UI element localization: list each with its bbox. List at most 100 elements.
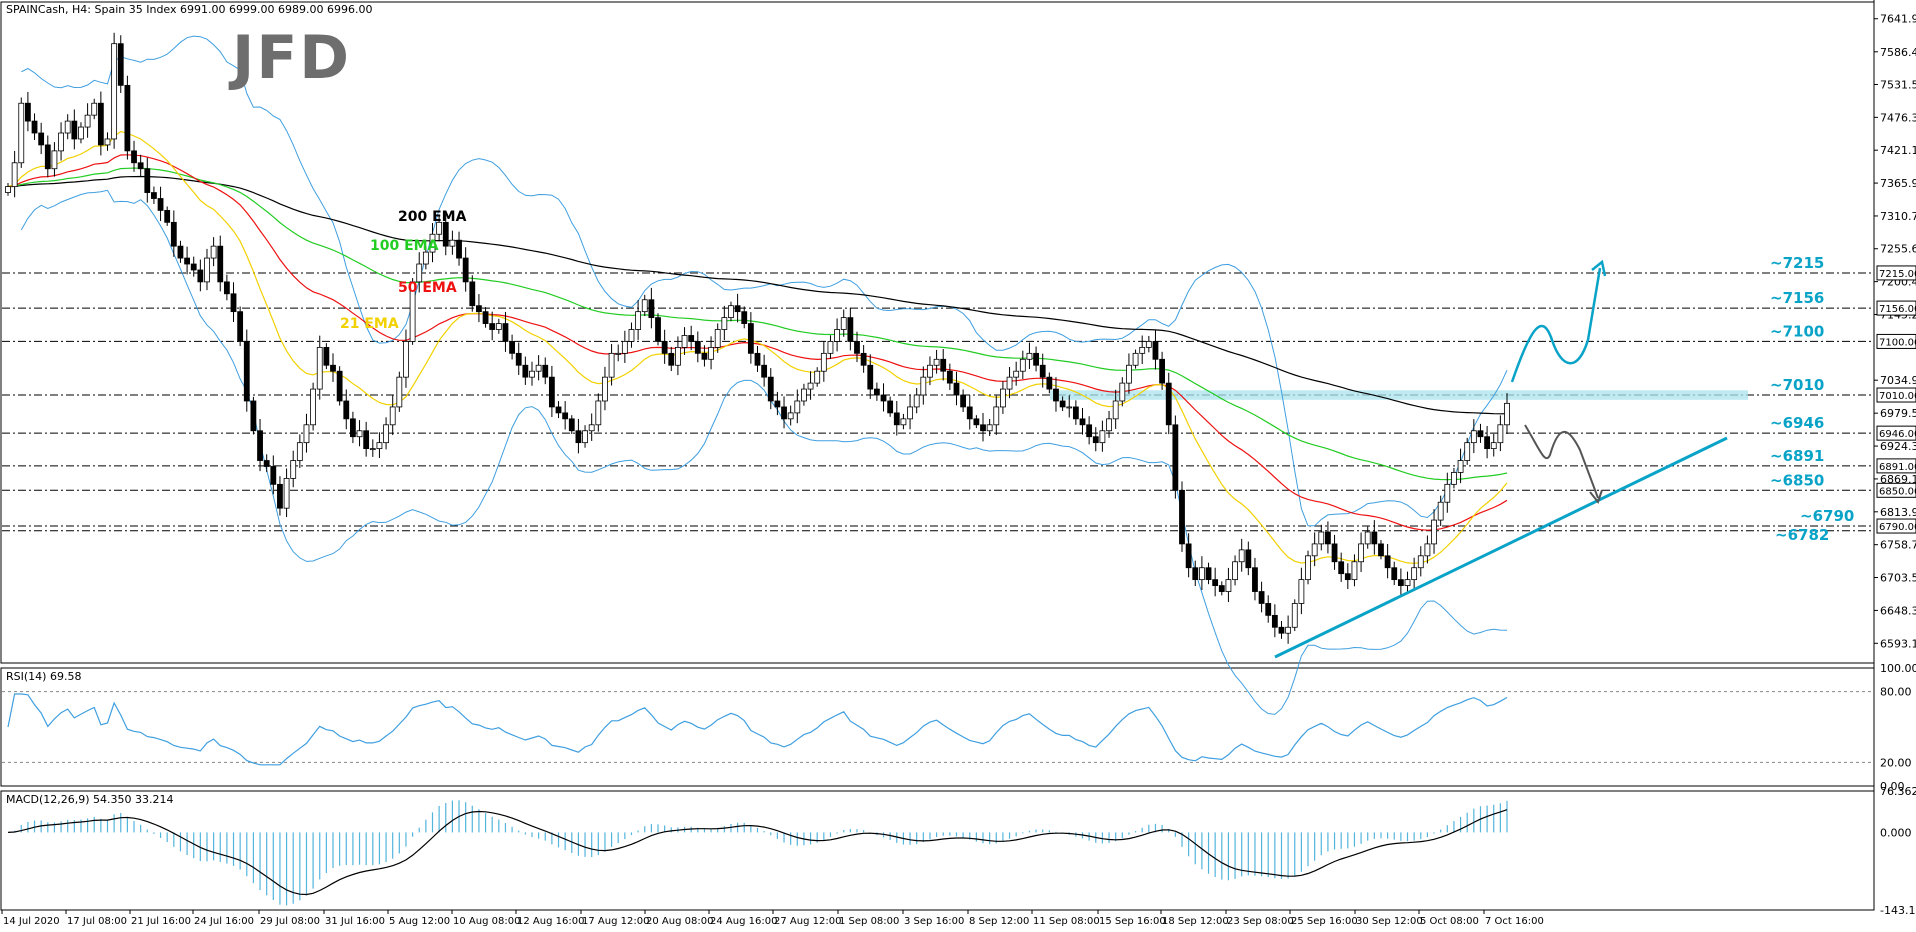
candle	[170, 221, 177, 247]
candle	[1477, 430, 1484, 438]
candle	[847, 317, 854, 342]
candle	[323, 346, 330, 366]
price-tick-label: 7034.90	[1880, 374, 1916, 387]
candle	[1132, 352, 1139, 366]
candle	[1205, 567, 1212, 581]
date-tick-label: 11 Sep 08:00	[1033, 916, 1100, 927]
date-tick-label: 7 Oct 16:00	[1485, 916, 1544, 927]
candle	[1504, 402, 1510, 426]
ema-100-line	[7, 167, 1508, 481]
candle	[655, 317, 661, 342]
date-tick-label: 14 Jul 2020	[3, 916, 60, 927]
candle	[1431, 519, 1437, 545]
macd-tick-label: -143.168	[1880, 904, 1916, 917]
price-tick-label: 6979.50	[1880, 407, 1916, 420]
rsi-tick-label: 80.00	[1880, 686, 1912, 699]
bearish-arrowhead	[1589, 489, 1603, 505]
candle	[814, 370, 821, 384]
macd-tick-label: 76.362	[1880, 785, 1916, 798]
candle	[1371, 531, 1378, 545]
candle	[330, 364, 336, 372]
price-tick-label: 6703.55	[1880, 572, 1916, 585]
candle	[376, 442, 383, 450]
candle	[1119, 382, 1126, 402]
candle	[24, 102, 31, 122]
candle	[873, 388, 880, 396]
candle	[509, 341, 515, 354]
date-tick-label: 1 Sep 08:00	[839, 916, 899, 927]
candle	[675, 346, 681, 366]
candle	[946, 370, 953, 384]
candle	[1258, 591, 1265, 604]
candle	[51, 150, 58, 170]
candle	[701, 352, 708, 360]
candle	[403, 341, 409, 378]
candle	[854, 341, 860, 354]
candle	[933, 358, 940, 366]
candle	[1092, 436, 1099, 444]
candle	[456, 239, 462, 259]
price-tick-label: 6924.30	[1880, 440, 1916, 453]
price-tag-label: 6790.00	[1879, 522, 1916, 533]
candle	[515, 352, 522, 366]
candle	[834, 329, 840, 342]
ema-50-line	[7, 154, 1508, 531]
candle	[668, 352, 675, 366]
rsi-tick-label: 0.00	[1880, 780, 1905, 793]
date-tick-label: 23 Sep 08:00	[1227, 916, 1294, 927]
candle	[522, 364, 529, 378]
price-tag	[1876, 265, 1916, 281]
candle	[1053, 388, 1059, 402]
price-tag-label: 7156.00	[1879, 304, 1916, 315]
candle	[124, 84, 131, 152]
candle	[489, 323, 496, 330]
candle	[1437, 501, 1444, 521]
candle	[1000, 388, 1006, 408]
candle	[336, 370, 343, 402]
candle	[1291, 603, 1298, 628]
candle	[568, 418, 575, 432]
candle	[97, 102, 104, 146]
candle	[462, 257, 469, 283]
price-tick-label: 7421.15	[1880, 144, 1916, 157]
candle	[277, 483, 283, 509]
candle	[502, 323, 509, 342]
candle	[482, 311, 489, 324]
candle	[409, 281, 416, 342]
candle	[555, 406, 562, 414]
candle	[1464, 442, 1471, 461]
ema-21-line	[7, 130, 1508, 564]
price-tag-label: 6946.00	[1879, 429, 1916, 440]
candle	[1411, 567, 1418, 581]
bearish-arrow	[1524, 424, 1599, 499]
date-tick-label: 3 Sep 16:00	[904, 916, 964, 927]
candle	[369, 448, 376, 451]
candle	[920, 376, 927, 396]
candle	[1424, 543, 1431, 557]
candle	[986, 424, 993, 432]
candle	[157, 198, 164, 211]
date-tick-label: 29 Jul 08:00	[260, 916, 320, 927]
date-tick-label: 20 Aug 08:00	[646, 916, 713, 927]
date-tick-label: 25 Sep 16:00	[1291, 916, 1358, 927]
candle	[131, 150, 137, 164]
candle	[1165, 382, 1172, 426]
candle	[1484, 436, 1491, 450]
date-tick-label: 31 Jul 16:00	[325, 916, 385, 927]
level-label: ~6891	[1770, 447, 1824, 465]
candle	[1046, 376, 1053, 390]
candle	[595, 400, 602, 426]
price-tick-label: 6648.30	[1880, 604, 1916, 617]
price-tick-label: 6593.10	[1880, 637, 1916, 650]
jfd-logo: JFD	[228, 23, 351, 93]
candle	[1325, 531, 1331, 545]
candle	[1271, 614, 1278, 628]
candle	[535, 364, 542, 372]
price-tick-label: 6813.90	[1880, 506, 1916, 519]
candle	[1185, 543, 1192, 569]
candle	[1457, 460, 1464, 473]
candle	[416, 263, 423, 283]
candle	[615, 352, 622, 355]
price-tick-label: 7476.30	[1880, 111, 1916, 124]
